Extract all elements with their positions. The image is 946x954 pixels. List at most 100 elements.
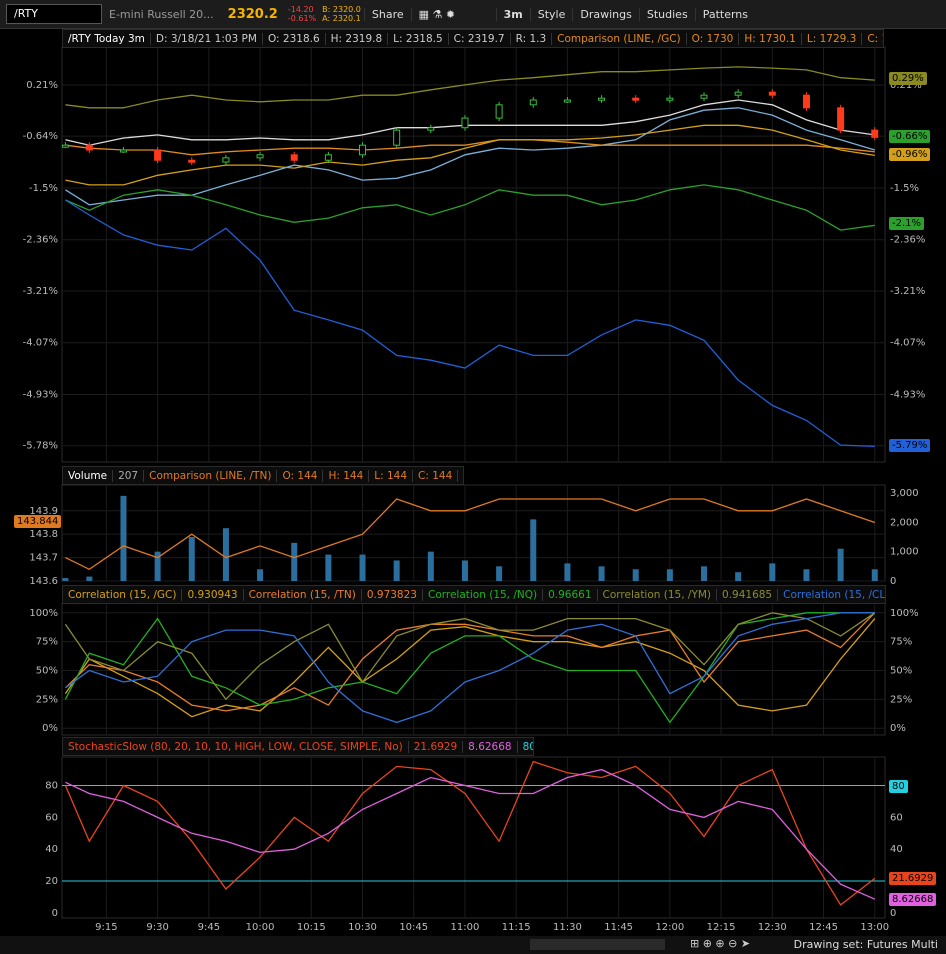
- panel-frame: [61, 484, 886, 582]
- volume-bar: [222, 528, 229, 581]
- y-tick-label: 143.6: [29, 576, 58, 587]
- scrollbar[interactable]: [530, 939, 665, 950]
- volume-bar: [257, 569, 264, 581]
- volume-bar: [188, 536, 195, 581]
- y-tick-label: 0.21%: [890, 80, 922, 91]
- footer: ⊞ ⊕ ⊕ ⊖ ➤ Drawing set: Futures Multi: [0, 936, 946, 954]
- y-tick-label: -4.93%: [23, 390, 58, 401]
- panel-frame: [61, 46, 886, 463]
- y-tick-label: 3,000: [890, 488, 919, 499]
- y-tick-label: 75%: [890, 637, 912, 648]
- y-tick-label: -4.07%: [890, 338, 925, 349]
- price: 2320.2: [227, 6, 278, 22]
- study-label: Correlation (15, /GC): [63, 588, 183, 601]
- comparison-line: [65, 199, 875, 447]
- ask: A: 2320.1: [322, 14, 361, 23]
- candle: [700, 94, 708, 99]
- share-button[interactable]: Share: [363, 7, 411, 21]
- study-label: Correlation (15, /NQ): [423, 588, 544, 601]
- stochastic-d-line: [65, 768, 876, 900]
- volume-bar: [803, 569, 810, 581]
- value-tag: 8.62668: [889, 893, 937, 906]
- header-item: L: 1729.3: [802, 32, 863, 45]
- candle: [871, 129, 879, 138]
- symbol-box[interactable]: /RTY: [6, 4, 102, 24]
- x-tick-label: 10:45: [399, 922, 428, 933]
- volume-bar: [120, 495, 127, 581]
- change: -14.20: [287, 5, 314, 14]
- candle: [290, 154, 298, 161]
- study-value: 0.973823: [362, 588, 423, 601]
- studies-button[interactable]: Studies: [638, 7, 695, 21]
- correlation-line: [65, 612, 875, 724]
- zoom-icons[interactable]: ⊞ ⊕ ⊕ ⊖ ➤: [690, 937, 751, 950]
- y-tick-label: 143.9: [29, 506, 58, 517]
- x-tick-label: 10:00: [246, 922, 275, 933]
- toolbar: /RTY E-mini Russell 20... 2320.2 -14.20 …: [0, 0, 946, 29]
- header-item: C: 2319.7: [449, 32, 511, 45]
- price-tag: -2.1%: [889, 217, 925, 230]
- stochastic-header: StochasticSlow (80, 20, 10, 10, HIGH, LO…: [62, 737, 534, 756]
- candle: [837, 107, 845, 131]
- volume-bar: [86, 576, 93, 581]
- y-tick-label: -5.78%: [23, 441, 58, 452]
- correlation-line: [64, 612, 876, 701]
- volume-bar: [325, 554, 332, 581]
- candle: [666, 97, 674, 101]
- volume-header: Volume 207 Comparison (LINE, /TN) O: 144 H: …: [62, 466, 464, 485]
- study-value: 0.96661: [543, 588, 598, 601]
- panel-frame: [61, 756, 886, 919]
- price-tag: -5.79%: [889, 439, 931, 452]
- candle: [598, 97, 606, 101]
- x-tick-label: 9:30: [146, 922, 168, 933]
- x-tick-label: 10:15: [297, 922, 326, 933]
- header-item: L: 2318.5: [388, 32, 449, 45]
- volume-bar: [701, 566, 708, 581]
- bid-ask: B: 2320.0 A: 2320.1: [319, 5, 364, 23]
- x-tick-label: 12:30: [758, 922, 787, 933]
- y-tick-label: 1,000: [890, 547, 919, 558]
- study-value: 0.930943: [182, 588, 244, 601]
- y-tick-label: 0%: [890, 723, 906, 734]
- y-tick-label: 100%: [890, 608, 919, 619]
- volume-bar: [393, 560, 400, 581]
- candle: [529, 99, 537, 106]
- y-tick-label: 100%: [29, 608, 58, 619]
- panel-frame: [61, 602, 886, 736]
- header-item: O: 144: [277, 469, 324, 482]
- style-button[interactable]: Style: [529, 7, 573, 21]
- header-item: 207: [113, 469, 145, 482]
- drawings-button[interactable]: Drawings: [572, 7, 638, 21]
- x-tick-label: 13:00: [860, 922, 889, 933]
- patterns-button[interactable]: Patterns: [694, 7, 755, 21]
- header-item: /RTY Today 3m: [63, 32, 151, 45]
- y-tick-label: -3.21%: [23, 286, 58, 297]
- comparison-line: [65, 139, 875, 156]
- tn-line: [65, 498, 876, 571]
- description: E-mini Russell 20...: [109, 7, 214, 21]
- study-value: 0.941685: [717, 588, 779, 601]
- x-tick-label: 9:15: [95, 922, 117, 933]
- volume-bar: [666, 569, 673, 581]
- icon-buttons[interactable]: ▦ ⚗ ✹: [410, 7, 496, 21]
- volume-bar: [496, 566, 503, 581]
- study-value: 8.62668: [463, 740, 518, 753]
- study-label: Correlation (15, /YM): [598, 588, 718, 601]
- y-tick-label: 60: [45, 812, 58, 823]
- header-item: H: 1730.1: [739, 32, 802, 45]
- y-tick-label: -2.36%: [23, 235, 58, 246]
- volume-bar: [427, 551, 434, 581]
- candle: [563, 99, 571, 103]
- volume-bar: [598, 566, 605, 581]
- timeframe-button[interactable]: 3m: [495, 7, 530, 21]
- candle: [85, 144, 93, 151]
- y-tick-label: -4.93%: [890, 390, 925, 401]
- volume-bar: [735, 572, 742, 581]
- volume-bar: [461, 560, 468, 581]
- change-box: -14.20 -0.61%: [285, 5, 319, 23]
- candle: [324, 154, 332, 161]
- y-tick-label: 40: [890, 844, 903, 855]
- comparison-line: [65, 66, 875, 109]
- y-tick-label: 50%: [36, 666, 58, 677]
